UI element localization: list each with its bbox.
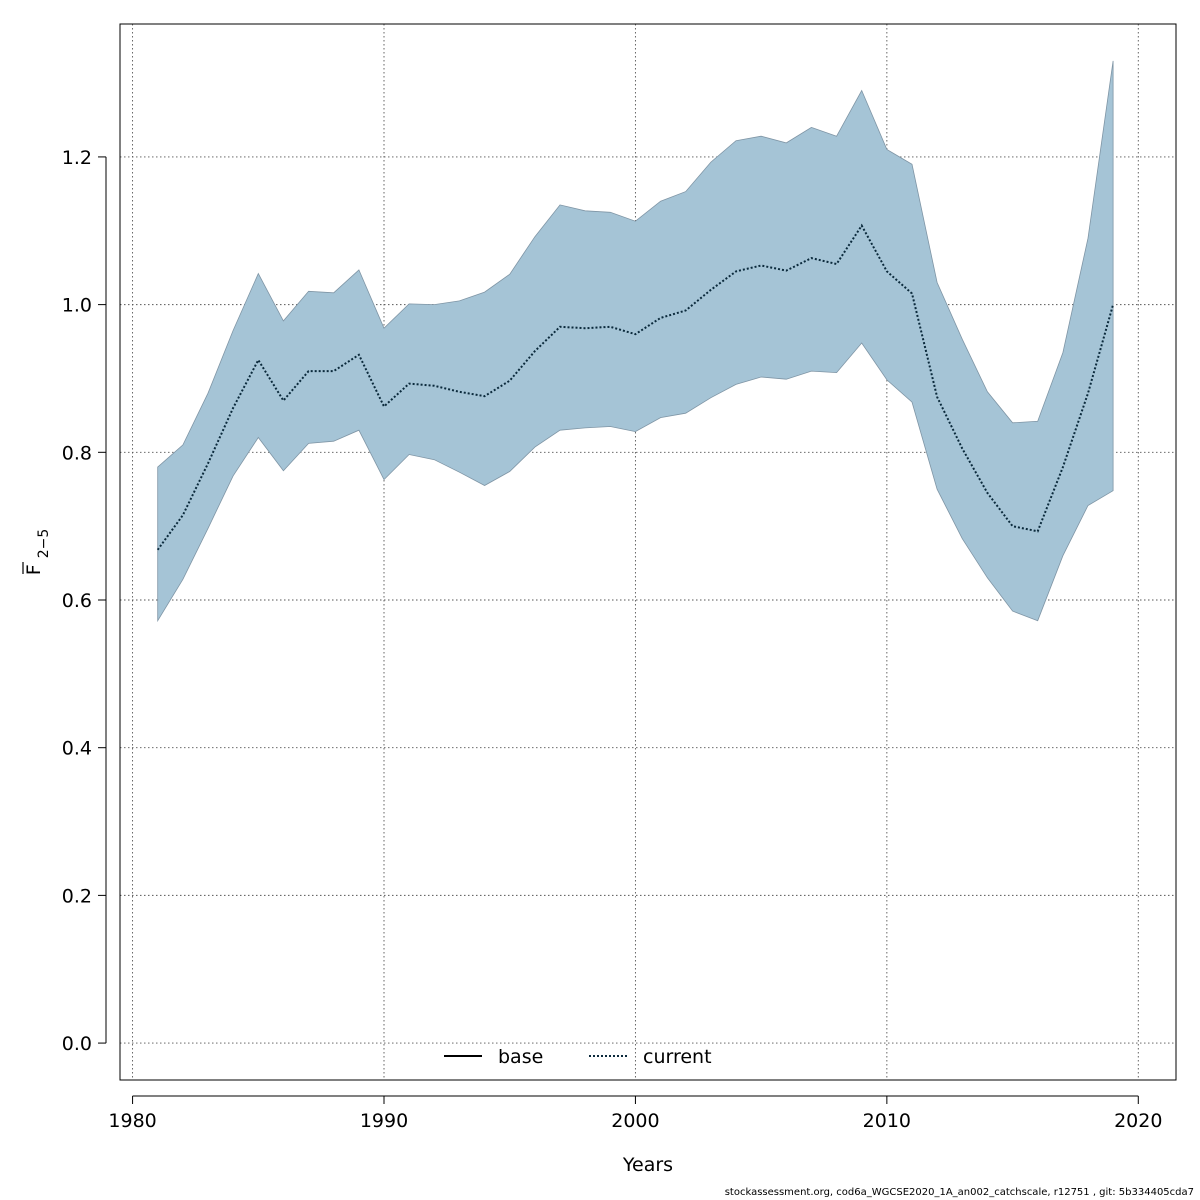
y-tick-label: 0.2	[62, 885, 92, 907]
legend-label-base: base	[498, 1046, 543, 1068]
x-tick-label: 2020	[1114, 1110, 1162, 1132]
y-axis-title: F 2−5	[22, 529, 52, 576]
x-tick-label: 2010	[863, 1110, 911, 1132]
confidence-band	[157, 60, 1114, 623]
current-series-line	[156, 223, 1115, 551]
plot-frame	[119, 23, 1177, 1081]
x-tick-label: 1980	[108, 1110, 156, 1132]
x-tick-label: 1990	[360, 1110, 408, 1132]
y-tick-label: 0.0	[62, 1033, 92, 1055]
y-axis-title-main: F	[23, 564, 45, 575]
y-tick-label: 1.2	[62, 147, 92, 169]
legend-label-current: current	[643, 1046, 712, 1068]
x-axis-title: Years	[622, 1154, 673, 1176]
y-tick-label: 1.0	[62, 295, 92, 317]
x-tick-label: 2000	[611, 1110, 659, 1132]
y-axis: 0.0 0.2 0.4 0.6 0.8 1.0 1.2	[62, 147, 107, 1055]
y-tick-label: 0.6	[62, 590, 92, 612]
y-tick-label: 0.8	[62, 442, 92, 464]
x-axis: 1980 1990 2000 2010 2020	[108, 1095, 1162, 1132]
y-axis-title-sub: 2−5	[36, 529, 52, 559]
legend: base current	[444, 1046, 712, 1068]
footer-credit: stockassessment.org, cod6a_WGCSE2020_1A_…	[724, 1187, 1194, 1198]
svg-text:F 2−5: F 2−5	[23, 529, 52, 576]
y-tick-label: 0.4	[62, 738, 92, 760]
